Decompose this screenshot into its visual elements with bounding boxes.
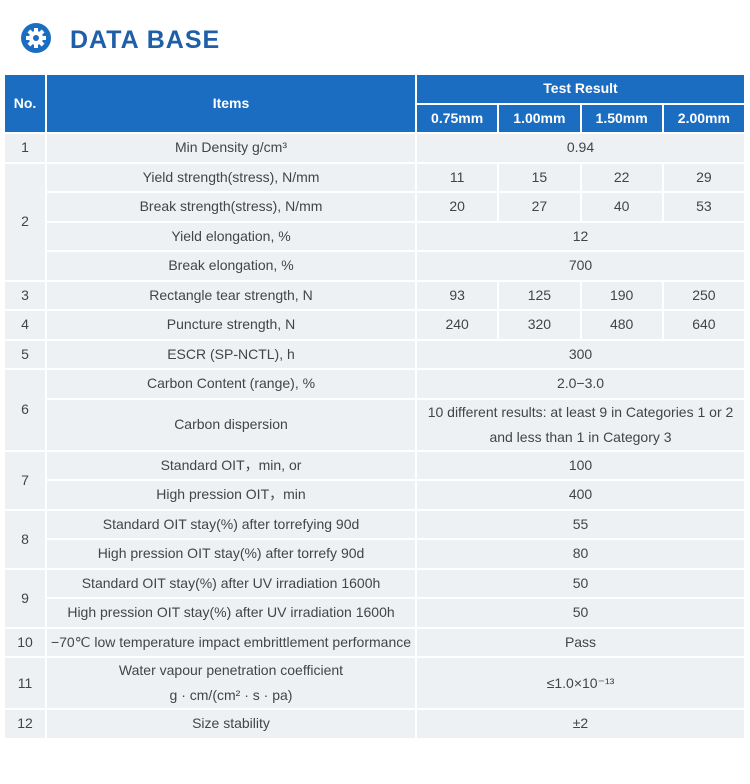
table-row: Carbon dispersion 10 different results: a… <box>4 397 746 452</box>
row-number: 6 <box>3 368 47 452</box>
page-title: DATA BASE <box>70 26 221 54</box>
item-cell: Carbon dispersion <box>45 397 417 452</box>
value-cell: 20 <box>414 191 500 223</box>
item-cell: Standard OIT，min, or <box>45 449 417 481</box>
table-row: 5 ESCR (SP-NCTL), h 300 <box>3 338 746 370</box>
table-row: 3 Rectangle tear strength, N 93 125 190 250 <box>3 279 747 311</box>
item-cell: Break strength(stress), N/mm <box>45 191 417 223</box>
value-cell: 480 <box>579 309 664 341</box>
value-cell: 100 <box>415 449 746 481</box>
row-number: 12 <box>3 708 47 740</box>
table-row: 6 Carbon Content (range), % 2.0−3.0 <box>3 368 746 452</box>
header-size: 1.00mm <box>497 102 582 134</box>
value-cell: 640 <box>661 309 747 341</box>
row-number: 10 <box>3 626 47 658</box>
value-cell: 27 <box>497 191 582 223</box>
value-cell: 50 <box>415 567 746 599</box>
header-size: 0.75mm <box>414 102 500 134</box>
table-row: 12 Size stability ±2 <box>3 708 746 740</box>
item-cell: High pression OIT stay(%) after torrefy … <box>45 538 417 570</box>
item-cell: Rectangle tear strength, N <box>45 279 417 311</box>
value-line: 10 different results: at least 9 in Cate… <box>427 403 734 420</box>
table-row: Break elongation, % 700 <box>4 250 746 282</box>
row-number: 1 <box>3 132 47 164</box>
value-cell: 250 <box>661 279 747 311</box>
row-number: 4 <box>3 309 47 341</box>
item-line: Water vapour penetration coefficient <box>118 662 344 678</box>
value-cell: 29 <box>661 161 747 193</box>
value-cell: 40 <box>579 191 664 223</box>
header-test-result: Test Result <box>415 73 746 105</box>
value-cell: 80 <box>415 538 746 570</box>
row-number: 5 <box>3 338 47 370</box>
table-row: Break strength(stress), N/mm 20 27 40 53 <box>4 191 747 223</box>
item-cell: −70℃ low temperature impact embrittlemen… <box>45 626 417 658</box>
table-row: 11 Water vapour penetration coefficient g … <box>3 656 746 710</box>
item-cell: Yield elongation, % <box>45 220 417 252</box>
value-cell: 11 <box>414 161 500 193</box>
value-cell: 22 <box>579 161 664 193</box>
table-row: High pression OIT，min 400 <box>4 479 746 511</box>
table-row: 2 Yield strength(stress), N/mm 11 15 22 29 <box>3 161 747 282</box>
value-cell: 12 <box>415 220 746 252</box>
item-cell: High pression OIT stay(%) after UV irrad… <box>45 597 417 629</box>
table-row: High pression OIT stay(%) after UV irrad… <box>4 597 746 629</box>
item-cell: Standard OIT stay(%) after torrefying 90… <box>45 508 417 540</box>
value-cell: 320 <box>497 309 582 341</box>
item-cell: Puncture strength, N <box>45 309 417 341</box>
header-no: No. <box>3 73 47 134</box>
row-number: 8 <box>3 508 47 570</box>
row-number: 2 <box>3 161 47 282</box>
item-cell: ESCR (SP-NCTL), h <box>45 338 417 370</box>
header-items: Items <box>45 73 417 134</box>
value-cell: 50 <box>415 597 746 629</box>
value-cell: ≤1.0×10⁻¹³ <box>415 656 746 710</box>
value-cell: 0.94 <box>415 132 746 164</box>
item-cell: Standard OIT stay(%) after UV irradiatio… <box>45 567 417 599</box>
value-cell: 2.0−3.0 <box>415 368 746 400</box>
value-cell: 53 <box>661 191 747 223</box>
row-number: 9 <box>3 567 47 629</box>
value-cell: 55 <box>415 508 746 540</box>
item-cell: Break elongation, % <box>45 250 417 282</box>
row-number: 7 <box>3 449 47 511</box>
value-line: and less than 1 in Category 3 <box>489 428 672 445</box>
header-size: 1.50mm <box>579 102 664 134</box>
table-row: High pression OIT stay(%) after torrefy … <box>4 538 746 570</box>
item-cell: Min Density g/cm³ <box>45 132 417 164</box>
gear-icon <box>21 23 51 53</box>
value-cell: 400 <box>415 479 746 511</box>
item-cell: Size stability <box>45 708 417 740</box>
value-cell: 700 <box>415 250 746 282</box>
item-cell: High pression OIT，min <box>45 479 417 511</box>
value-cell: 93 <box>414 279 500 311</box>
value-cell: 15 <box>497 161 582 193</box>
value-cell: ±2 <box>415 708 746 740</box>
table-row: 1 Min Density g/cm³ 0.94 <box>3 132 746 164</box>
table-row: Yield elongation, % 12 <box>4 220 746 252</box>
value-cell: 125 <box>497 279 582 311</box>
row-number: 3 <box>3 279 47 311</box>
data-table: No. Items Test Result 0.75mm 1.00mm 1.50mm… <box>3 73 747 740</box>
item-cell: Carbon Content (range), % <box>45 368 417 400</box>
row-number: 11 <box>3 656 47 710</box>
value-cell: 190 <box>579 279 664 311</box>
value-cell: Pass <box>415 626 746 658</box>
item-cell: Yield strength(stress), N/mm <box>45 161 417 193</box>
table-row: 10 −70℃ low temperature impact embrittlem… <box>3 626 746 658</box>
table-row: 9 Standard OIT stay(%) after UV irradiati… <box>3 567 746 629</box>
value-cell: 300 <box>415 338 746 370</box>
value-cell: 10 different results: at least 9 in Cate… <box>415 397 746 452</box>
table-row: 7 Standard OIT，min, or 100 <box>3 449 746 511</box>
table-row: 8 Standard OIT stay(%) after torrefying 9… <box>3 508 746 570</box>
value-cell: 240 <box>414 309 500 341</box>
header-size: 2.00mm <box>661 102 747 134</box>
table-row: 4 Puncture strength, N 240 320 480 640 <box>3 309 747 341</box>
item-cell: Water vapour penetration coefficient g · … <box>45 656 417 710</box>
item-line: g · cm/(cm² · s · pa) <box>169 687 293 703</box>
